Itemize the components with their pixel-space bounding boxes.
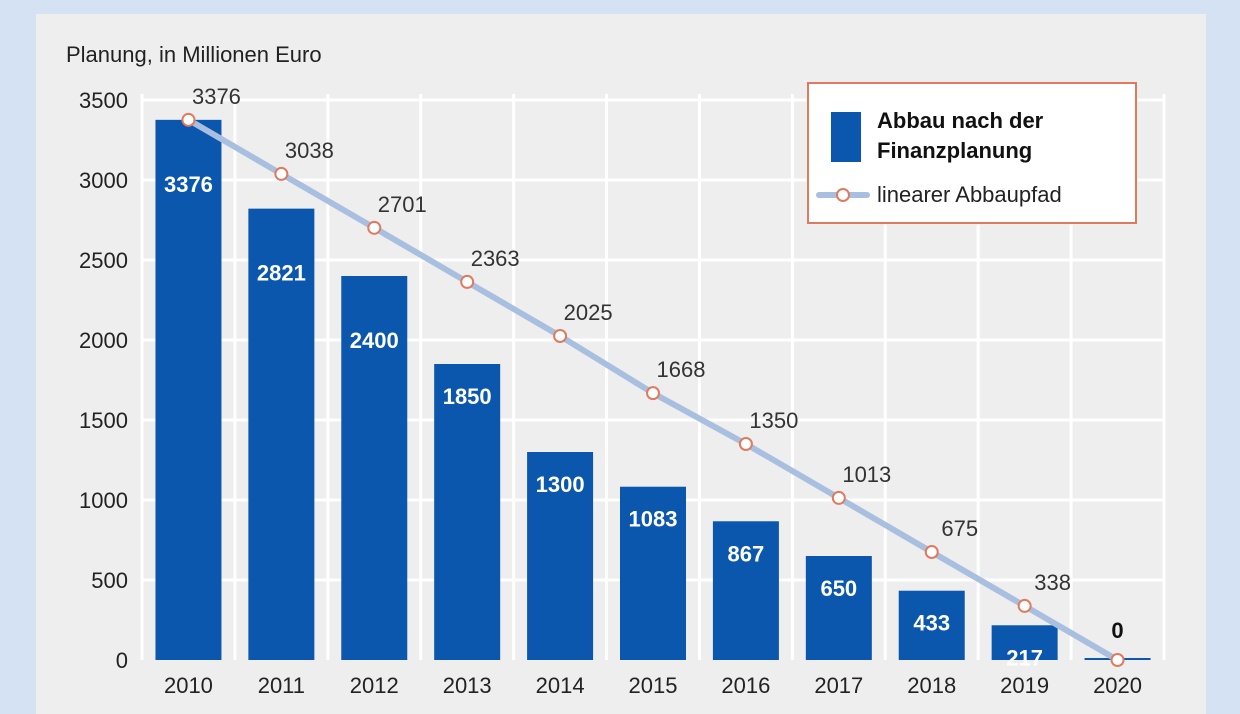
bar (527, 452, 594, 660)
y-tick-label: 2500 (79, 248, 128, 273)
bar (341, 276, 408, 660)
legend: Abbau nach der Finanzplanung linearer Ab… (807, 82, 1137, 224)
line-point (924, 545, 939, 559)
bar (898, 590, 965, 660)
x-tick-label: 2014 (536, 673, 585, 698)
x-axis-ticks: 2010 2011 2012 2013 2014 2015 2016 2017 2018 2019… (164, 673, 1142, 698)
bar-value-label: 2821 (257, 261, 306, 286)
bar-value-label: 867 (728, 541, 765, 566)
x-tick-label: 2012 (350, 673, 399, 698)
line-point (1017, 598, 1032, 613)
legend-bar-swatch (831, 112, 861, 162)
line-point (738, 437, 753, 451)
line-value-label: 2363 (471, 246, 520, 271)
line-value-label: 675 (941, 516, 978, 541)
chart-panel: 0 500 1000 1500 2000 2500 3000 3500 3376 2821 240… (36, 14, 1206, 714)
x-tick-label: 2011 (258, 673, 305, 698)
line-point (460, 274, 475, 289)
line-point (831, 490, 846, 505)
line-value-label: 1668 (657, 357, 706, 382)
grid-lines (140, 94, 1166, 660)
y-tick-label: 0 (116, 648, 128, 673)
y-tick-label: 3000 (79, 168, 128, 193)
line-value-label: 1350 (749, 408, 798, 433)
y-tick-label: 1500 (79, 408, 128, 433)
line-point (274, 166, 289, 181)
y-tick-label: 500 (91, 568, 128, 593)
line-value-label: 2701 (378, 192, 427, 217)
line-series (181, 112, 1125, 667)
y-axis-ticks: 0 500 1000 1500 2000 2500 3000 3500 (79, 88, 128, 673)
bar (248, 208, 315, 660)
bar-data-labels: 3376 2821 2400 1850 1300 1083 867 650 433 217 0 (164, 172, 1124, 670)
line-point (1110, 653, 1125, 667)
y-tick-label: 1000 (79, 488, 128, 513)
y-axis-label: Planung, in Millionen Euro (66, 42, 322, 67)
bar-value-label: 2400 (350, 328, 399, 353)
bar (991, 625, 1058, 660)
legend-line-label: linearer Abbaupfad (877, 182, 1062, 207)
line-value-label: 2025 (564, 300, 613, 325)
x-tick-label: 2017 (814, 673, 863, 698)
x-tick-label: 2010 (164, 673, 213, 698)
bar-value-label: 1083 (629, 507, 678, 532)
bar-line-chart: 0 500 1000 1500 2000 2500 3000 3500 3376 2821 240… (66, 42, 1166, 698)
line-data-labels: 3376 3038 2701 2363 2025 1668 1350 1013 675 338 (192, 84, 1071, 595)
bar (805, 556, 872, 660)
x-tick-label: 2013 (443, 673, 492, 698)
line-value-label: 3038 (285, 138, 334, 163)
bar-series (155, 119, 1151, 661)
line-point (646, 386, 660, 401)
legend-bar-label: Abbau nach der Finanzplanung (877, 108, 1044, 163)
bar-value-label: 433 (913, 611, 950, 636)
bar-value-label: 0 (1111, 618, 1123, 643)
x-tick-label: 2016 (721, 673, 770, 698)
bar-value-label: 217 (1006, 645, 1043, 670)
bar (434, 364, 501, 660)
line-point (367, 220, 382, 235)
line-point (181, 112, 196, 127)
line-point (553, 329, 568, 343)
line-value-label: 1013 (842, 462, 891, 487)
y-tick-label: 3500 (79, 88, 128, 113)
bar (712, 521, 779, 660)
y-tick-label: 2000 (79, 328, 128, 353)
bar-value-label: 1850 (443, 384, 492, 409)
bar (155, 119, 222, 661)
x-tick-label: 2018 (907, 673, 956, 698)
bar-value-label: 3376 (164, 172, 213, 197)
line-value-label: 3376 (192, 84, 241, 109)
bar (620, 486, 686, 660)
x-tick-label: 2015 (629, 673, 678, 698)
bar-value-label: 1300 (536, 472, 585, 497)
line-value-label: 338 (1034, 570, 1071, 595)
bar-value-label: 650 (820, 576, 857, 601)
x-tick-label: 2019 (1000, 673, 1049, 698)
x-tick-label: 2020 (1093, 673, 1142, 698)
legend-line-swatch (816, 188, 870, 202)
